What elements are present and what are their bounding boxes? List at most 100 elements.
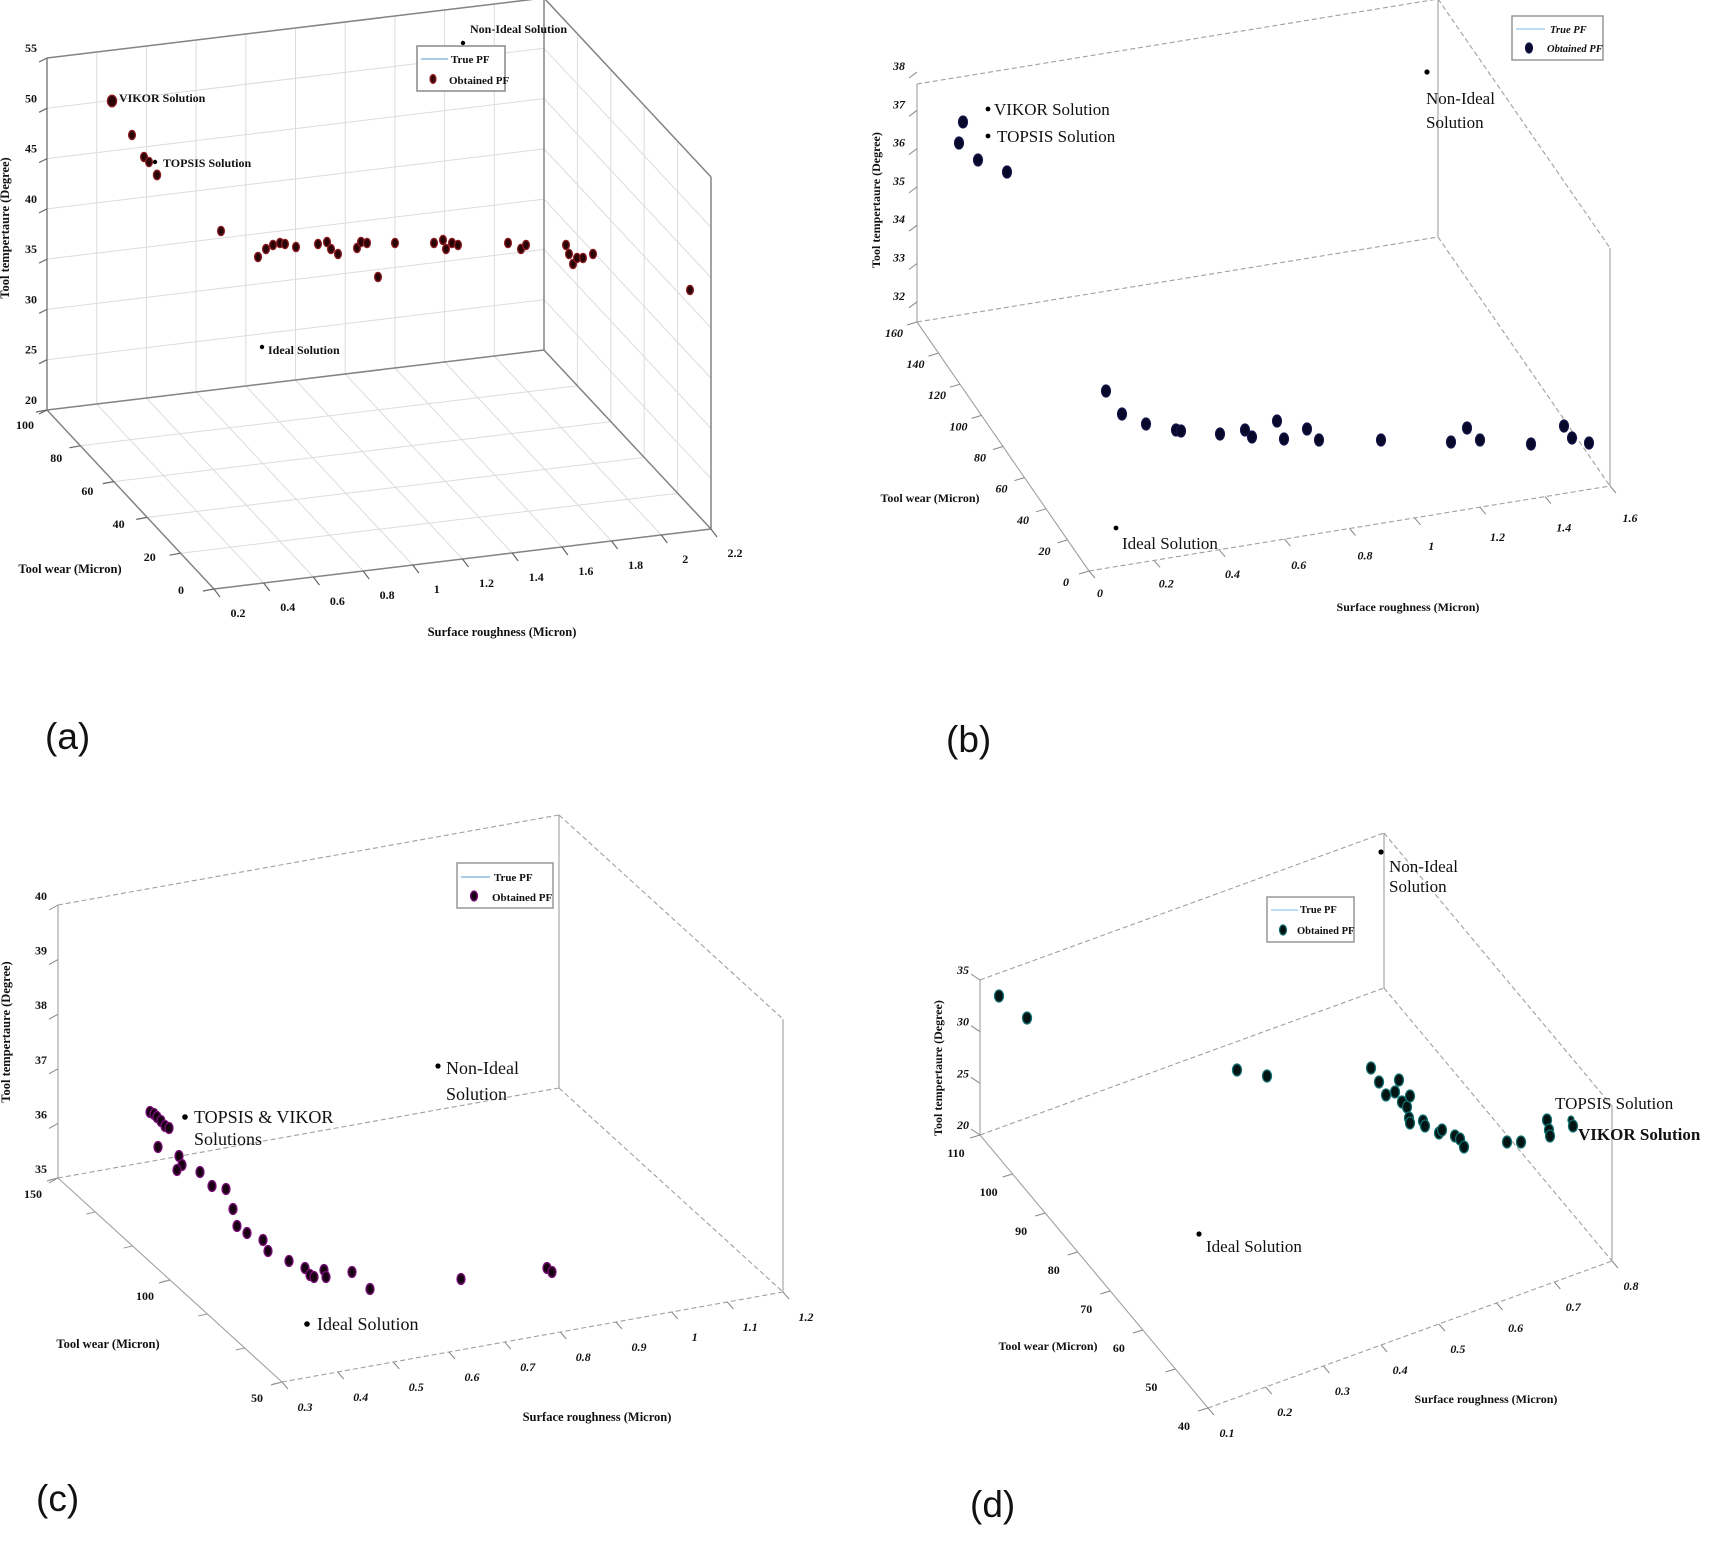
svg-text:34: 34 <box>892 212 905 226</box>
svg-text:Non-Ideal: Non-Ideal <box>446 1058 519 1078</box>
svg-text:0.1: 0.1 <box>1220 1426 1235 1440</box>
svg-text:0.2: 0.2 <box>1159 577 1174 591</box>
svg-text:60: 60 <box>81 484 93 498</box>
svg-text:Tool tempertaure (Degree): Tool tempertaure (Degree) <box>869 132 883 268</box>
svg-text:Obtained PF: Obtained PF <box>1297 926 1354 937</box>
svg-text:0.2: 0.2 <box>231 606 246 620</box>
svg-text:Tool wear (Micron): Tool wear (Micron) <box>18 562 121 576</box>
svg-text:70: 70 <box>1080 1302 1092 1316</box>
svg-text:0.6: 0.6 <box>465 1370 480 1384</box>
svg-text:Tool wear (Micron): Tool wear (Micron) <box>56 1337 159 1351</box>
svg-text:40: 40 <box>1178 1419 1190 1433</box>
svg-text:Obtained PF: Obtained PF <box>1547 44 1603 55</box>
svg-text:40: 40 <box>1016 513 1029 527</box>
svg-text:1: 1 <box>434 582 440 596</box>
svg-text:0.3: 0.3 <box>298 1400 313 1414</box>
svg-text:1.2: 1.2 <box>479 576 494 590</box>
svg-text:0.8: 0.8 <box>576 1350 591 1364</box>
svg-text:Solution: Solution <box>1389 877 1447 896</box>
svg-text:(d): (d) <box>970 1484 1015 1525</box>
svg-text:60: 60 <box>1113 1341 1125 1355</box>
svg-text:1: 1 <box>692 1330 698 1344</box>
svg-text:Ideal Solution: Ideal Solution <box>1206 1237 1302 1256</box>
svg-text:VIKOR Solution: VIKOR Solution <box>994 100 1110 119</box>
svg-text:(a): (a) <box>45 716 90 757</box>
svg-text:38: 38 <box>35 998 47 1012</box>
svg-text:0.4: 0.4 <box>280 600 295 614</box>
svg-text:100: 100 <box>136 1289 154 1303</box>
svg-text:0.5: 0.5 <box>1450 1342 1465 1356</box>
svg-text:Ideal Solution: Ideal Solution <box>268 343 340 357</box>
svg-text:VIKOR Solution: VIKOR Solution <box>1578 1125 1701 1144</box>
svg-text:0.4: 0.4 <box>1393 1363 1408 1377</box>
svg-text:50: 50 <box>25 91 37 105</box>
svg-text:Tool wear (Micron): Tool wear (Micron) <box>998 1339 1097 1353</box>
svg-text:20: 20 <box>1038 544 1051 558</box>
svg-text:True PF: True PF <box>1550 25 1587 36</box>
svg-text:1.2: 1.2 <box>1490 530 1505 544</box>
svg-text:40: 40 <box>35 889 47 903</box>
svg-text:40: 40 <box>25 192 37 206</box>
svg-text:TOPSIS Solution: TOPSIS Solution <box>997 127 1116 146</box>
svg-text:1.4: 1.4 <box>529 570 544 584</box>
svg-text:0: 0 <box>178 583 184 597</box>
svg-text:1.8: 1.8 <box>628 558 643 572</box>
svg-text:37: 37 <box>35 1053 47 1067</box>
svg-text:Tool tempertaure (Degree): Tool tempertaure (Degree) <box>0 157 12 298</box>
svg-text:39: 39 <box>35 944 47 958</box>
svg-text:110: 110 <box>947 1146 964 1160</box>
svg-text:0.8: 0.8 <box>1358 549 1373 563</box>
svg-text:150: 150 <box>24 1187 42 1201</box>
svg-text:Solution: Solution <box>446 1084 507 1104</box>
svg-text:Obtained PF: Obtained PF <box>449 75 509 87</box>
svg-text:Ideal Solution: Ideal Solution <box>1122 534 1218 553</box>
svg-text:2.2: 2.2 <box>728 546 743 560</box>
svg-text:25: 25 <box>956 1066 969 1080</box>
svg-text:Tool wear (Micron): Tool wear (Micron) <box>880 491 979 505</box>
svg-text:True PF: True PF <box>494 872 533 884</box>
svg-text:Solutions: Solutions <box>194 1129 262 1149</box>
svg-text:38: 38 <box>892 59 905 73</box>
svg-text:100: 100 <box>950 419 968 433</box>
svg-text:45: 45 <box>25 142 37 156</box>
svg-text:TOPSIS & VIKOR: TOPSIS & VIKOR <box>194 1107 333 1127</box>
svg-text:60: 60 <box>996 482 1008 496</box>
svg-text:0.7: 0.7 <box>520 1360 536 1374</box>
svg-text:0.9: 0.9 <box>632 1340 647 1354</box>
svg-text:Obtained PF: Obtained PF <box>492 892 552 904</box>
svg-text:1.4: 1.4 <box>1556 520 1571 534</box>
svg-text:True PF: True PF <box>451 54 490 66</box>
svg-text:0: 0 <box>1063 575 1069 589</box>
svg-text:40: 40 <box>113 517 125 531</box>
svg-text:32: 32 <box>892 289 905 303</box>
svg-text:0.6: 0.6 <box>330 594 345 608</box>
svg-text:80: 80 <box>1048 1263 1060 1277</box>
svg-text:36: 36 <box>35 1107 47 1121</box>
svg-text:35: 35 <box>35 1162 47 1176</box>
svg-text:0.2: 0.2 <box>1277 1405 1292 1419</box>
svg-text:Surface roughness (Micron): Surface roughness (Micron) <box>1415 1392 1558 1406</box>
svg-text:140: 140 <box>907 357 925 371</box>
svg-text:Solution: Solution <box>1426 113 1484 132</box>
svg-text:1: 1 <box>1428 539 1434 553</box>
svg-text:33: 33 <box>892 251 905 265</box>
svg-text:1.2: 1.2 <box>799 1310 814 1324</box>
svg-text:Tool tempertaure (Degree): Tool tempertaure (Degree) <box>0 961 13 1102</box>
svg-text:0.3: 0.3 <box>1335 1384 1350 1398</box>
svg-text:Non-Ideal: Non-Ideal <box>1389 857 1458 876</box>
svg-text:0.4: 0.4 <box>353 1390 368 1404</box>
svg-text:VIKOR Solution: VIKOR Solution <box>119 91 206 105</box>
svg-text:36: 36 <box>892 136 905 150</box>
svg-text:0.8: 0.8 <box>380 588 395 602</box>
svg-text:Surface roughness (Micron): Surface roughness (Micron) <box>428 625 577 639</box>
svg-text:Tool tempertaure (Degree): Tool tempertaure (Degree) <box>931 1000 945 1136</box>
svg-text:TOPSIS Solution: TOPSIS Solution <box>1555 1094 1674 1113</box>
svg-text:0.6: 0.6 <box>1291 558 1306 572</box>
svg-text:Surface roughness (Micron): Surface roughness (Micron) <box>523 1410 672 1424</box>
svg-text:2: 2 <box>682 552 688 566</box>
svg-text:100: 100 <box>16 418 34 432</box>
svg-text:(b): (b) <box>946 719 991 760</box>
svg-text:0.5: 0.5 <box>409 1380 424 1394</box>
svg-text:100: 100 <box>980 1185 998 1199</box>
svg-text:50: 50 <box>251 1391 263 1405</box>
